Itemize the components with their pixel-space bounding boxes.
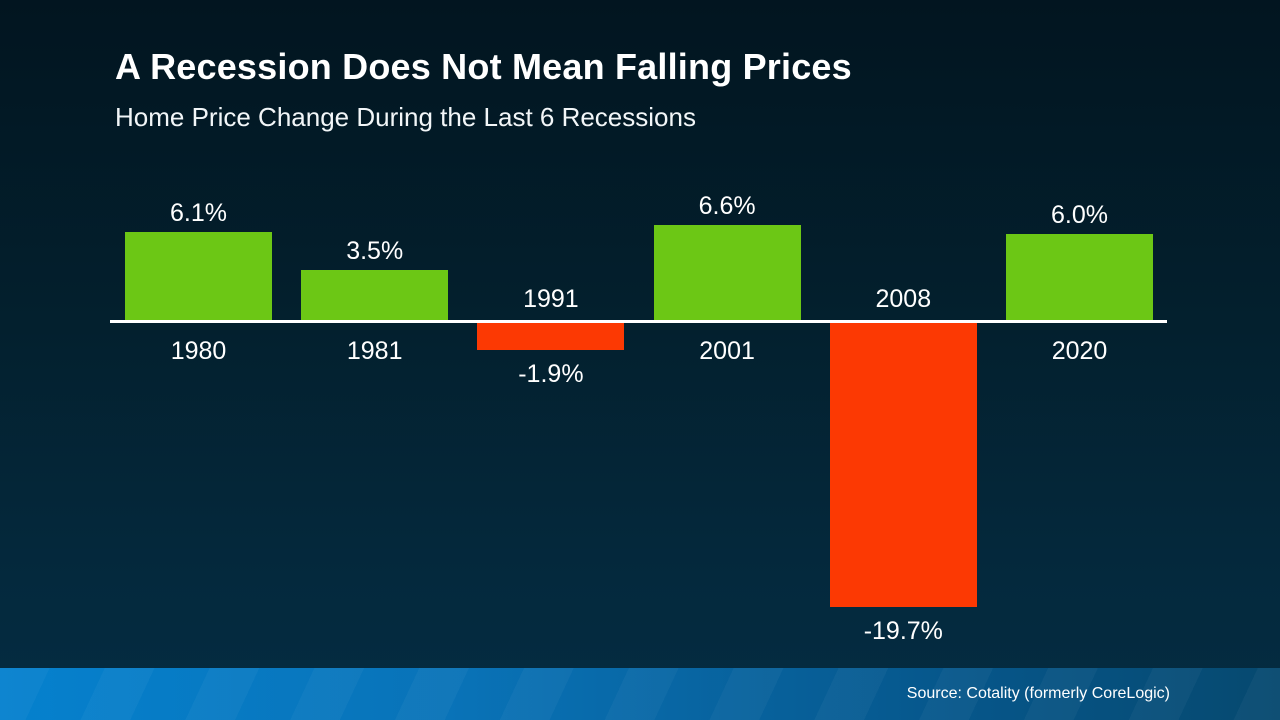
value-label-2020: 6.0% [1051, 200, 1108, 229]
source-text: Source: Cotality (formerly CoreLogic) [906, 685, 1170, 702]
value-label-1991: -1.9% [518, 360, 584, 389]
value-label-1981: 3.5% [346, 236, 404, 265]
value-label-2008: -19.7% [863, 616, 943, 645]
year-label-1981: 1981 [346, 337, 403, 365]
year-label-1980: 1980 [170, 337, 227, 365]
chart-title: A Recession Does Not Mean Falling Prices [115, 46, 852, 87]
bar-2020 [1006, 233, 1153, 320]
year-label-2020: 2020 [1051, 337, 1108, 365]
bar-2008 [829, 323, 977, 607]
value-label-2001: 6.6% [698, 191, 756, 220]
x-axis-baseline [110, 320, 1167, 323]
bar-2001 [653, 224, 801, 320]
footer-bar: Source: Cotality (formerly CoreLogic) [0, 668, 1280, 720]
chart-subtitle: Home Price Change During the Last 6 Rece… [115, 102, 696, 132]
bar-1991 [477, 323, 625, 351]
year-label-1991: 1991 [523, 285, 579, 313]
year-label-2008: 2008 [875, 285, 932, 313]
header: A Recession Does Not Mean Falling Prices… [115, 46, 852, 133]
bar-1981 [301, 269, 449, 320]
year-label-2001: 2001 [699, 337, 755, 365]
bar-1980 [125, 232, 272, 320]
bar-chart: 6.1% 1980 3.5% 1981 -1.9% 1991 6.6% 2001 -19.7% 2… [110, 191, 1167, 645]
value-label-1980: 6.1% [170, 199, 227, 228]
